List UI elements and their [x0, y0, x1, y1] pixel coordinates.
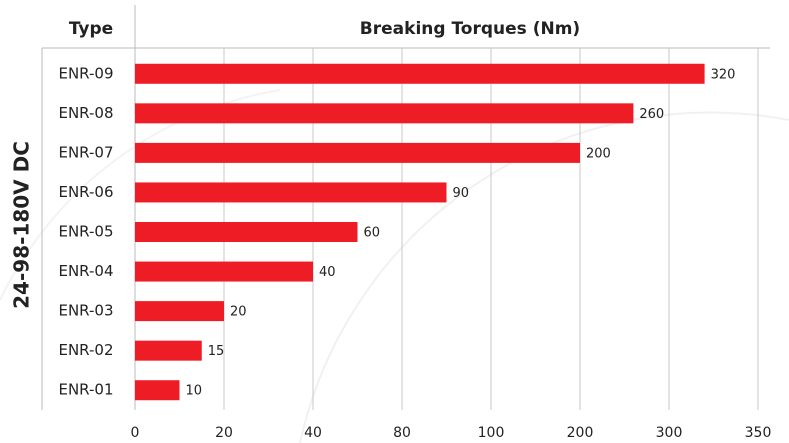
bar — [135, 103, 634, 124]
y-tick-label: ENR-06 — [58, 183, 113, 201]
bar — [135, 182, 447, 203]
x-tick-label: 300 — [656, 425, 683, 441]
category-header: Type — [69, 19, 113, 39]
bar — [135, 222, 358, 242]
x-tick-label: 80 — [393, 425, 411, 441]
y-tick-label: ENR-05 — [58, 223, 113, 241]
bar — [135, 142, 580, 163]
bar — [135, 63, 705, 84]
y-tick-label: ENR-07 — [58, 143, 113, 161]
group-label: 24-98-180V DC — [10, 141, 34, 309]
x-tick-label: 0 — [131, 425, 140, 441]
decor-arc — [299, 111, 789, 443]
y-tick-label: ENR-02 — [58, 341, 113, 359]
decor-arc — [0, 89, 281, 301]
bar — [135, 301, 224, 322]
bar — [135, 340, 202, 361]
data-label: 15 — [208, 344, 225, 359]
x-tick-label: 20 — [215, 425, 233, 441]
data-label: 260 — [639, 107, 664, 122]
data-label: 60 — [364, 226, 381, 241]
data-label: 90 — [453, 186, 470, 201]
y-tick-label: ENR-04 — [58, 262, 113, 280]
bar — [135, 261, 313, 282]
data-label: 20 — [230, 305, 247, 320]
data-label: 200 — [586, 146, 611, 161]
y-tick-label: ENR-03 — [58, 302, 113, 320]
bar — [135, 380, 180, 401]
x-tick-label: 40 — [304, 425, 322, 441]
x-tick-label: 350 — [745, 425, 772, 441]
x-tick-label: 100 — [478, 425, 505, 441]
data-label: 320 — [711, 67, 736, 82]
y-tick-label: ENR-01 — [58, 381, 113, 399]
y-tick-label: ENR-08 — [58, 104, 113, 122]
x-tick-label: 200 — [567, 425, 594, 441]
data-label: 40 — [319, 265, 336, 280]
y-tick-label: ENR-09 — [58, 64, 113, 82]
chart-title: Breaking Torques (Nm) — [360, 19, 580, 39]
data-label: 10 — [186, 384, 203, 399]
